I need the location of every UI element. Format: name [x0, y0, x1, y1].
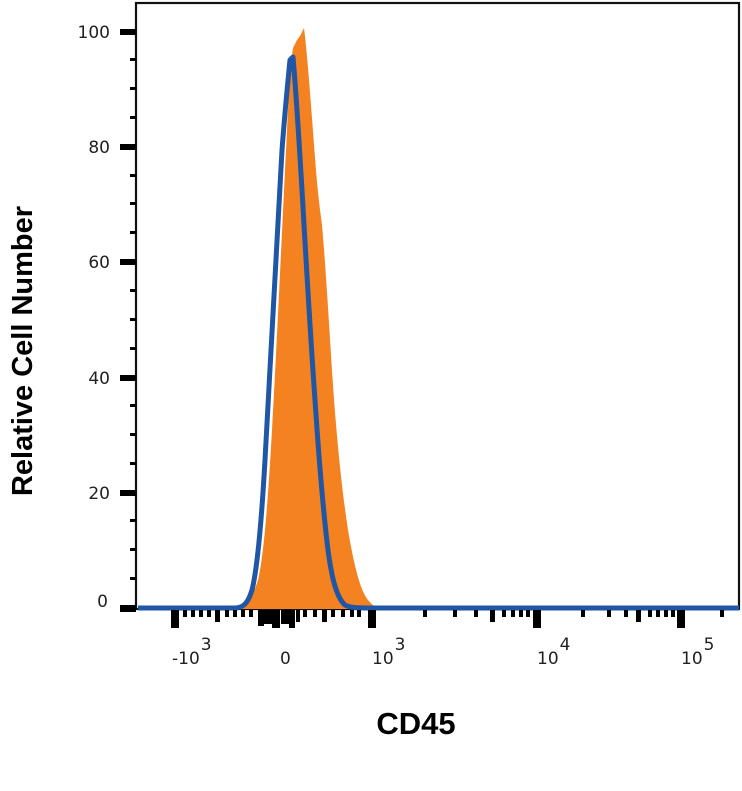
- y-axis-title: Relative Cell Number: [7, 206, 39, 496]
- y-tick-label: 40: [88, 369, 110, 389]
- isotype-line-histogram: [138, 54, 739, 611]
- cd45-filled-histogram: [230, 28, 380, 609]
- x-tick-label-1e4: 104: [537, 635, 570, 669]
- x-axis-ticks: [171, 610, 724, 628]
- x-tick-label-neg-1e3: -103: [172, 635, 212, 669]
- y-tick-label: 100: [78, 23, 110, 43]
- x-tick-label-zero: 0: [280, 649, 291, 669]
- y-tick-label: 80: [88, 138, 110, 158]
- x-tick-label-1e5: 105: [681, 635, 714, 669]
- y-axis-labels: 100 80 60 40 20 0: [78, 23, 110, 612]
- y-tick-label: 0: [97, 592, 108, 612]
- y-tick-label: 60: [88, 253, 110, 273]
- x-axis-title: CD45: [376, 706, 455, 741]
- x-tick-label-1e3: 103: [372, 635, 405, 669]
- plot-frame: [134, 1, 741, 611]
- y-axis-ticks: [120, 29, 136, 612]
- x-axis-labels: -103 0 103 104 105: [172, 635, 714, 669]
- y-tick-label: 20: [88, 484, 110, 504]
